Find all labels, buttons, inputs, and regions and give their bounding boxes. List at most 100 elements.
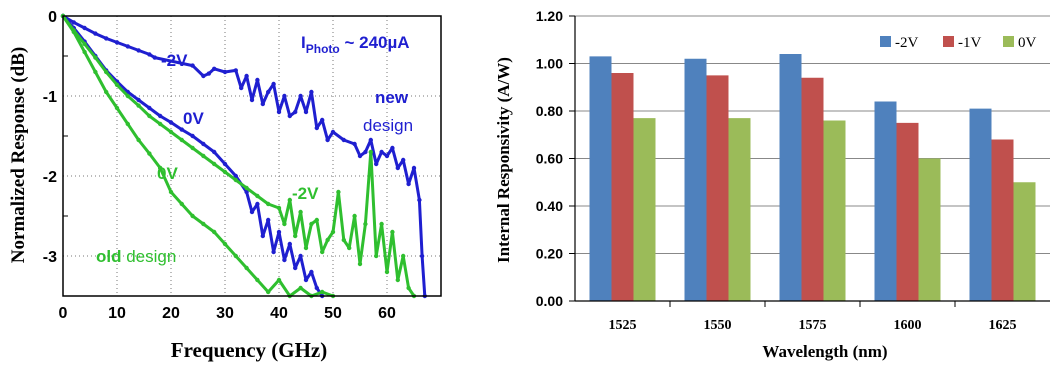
data-point-new_0v (314, 285, 319, 291)
legend: -2V -1V 0V (865, 30, 1053, 54)
legend-label: 0V (1018, 35, 1037, 51)
data-point-new_m2v (239, 85, 244, 91)
iphoto-main: I (301, 33, 306, 52)
series-line-old_m2v (61, 15, 416, 297)
right-axes (569, 15, 1050, 302)
data-point-old_m2v (276, 205, 282, 211)
data-point-new_0v (255, 201, 260, 207)
bar--2V-1600 (874, 101, 897, 301)
left-x-tick-label: 0 (59, 305, 68, 322)
data-point-new_m2v (125, 44, 130, 49)
data-point-old_m2v (125, 93, 130, 99)
data-point-old_0v_fast (82, 49, 87, 55)
data-point-new_m2v (152, 55, 157, 60)
right-x-tick-label: 1550 (704, 318, 732, 333)
right-y-axis-label: Internal Responsivity (A/W) (494, 57, 513, 263)
data-point-new_m2v (363, 149, 368, 155)
data-point-new_0v (136, 97, 141, 103)
data-point-old_m2v (282, 221, 287, 227)
left-x-tick-label: 20 (162, 305, 180, 322)
series-line-old_0v_fast (61, 15, 162, 169)
left-y-axis-label: Normalized Response (dB) (8, 47, 29, 263)
data-point-new_0v (266, 217, 271, 223)
left-x-tick-label: 10 (108, 305, 126, 322)
data-point-old_0v (244, 265, 249, 271)
bar-0V-1575 (823, 120, 846, 301)
data-point-old_m2v (357, 261, 363, 267)
data-point-old_m2v (379, 221, 384, 227)
label-old-0v: 0V (157, 164, 178, 183)
data-point-new_m2v (147, 52, 152, 57)
data-point-new_m2v (325, 137, 330, 143)
data-point-new_m2v (282, 93, 287, 99)
data-point-new_m2v (374, 161, 379, 167)
data-point-old_m2v (179, 137, 184, 143)
data-point-new_m2v (314, 125, 319, 131)
data-point-old_m2v (320, 249, 325, 255)
right-bars (589, 54, 1036, 301)
data-point-old_m2v (352, 213, 357, 219)
bar--2V-1550 (684, 58, 707, 301)
data-point-new_m2v (276, 109, 282, 115)
data-point-new_0v (201, 141, 206, 147)
data-point-old_m2v (82, 41, 87, 47)
right-y-tick-label: 0.00 (536, 293, 563, 309)
data-point-old_m2v (309, 221, 314, 227)
data-point-old_m2v (374, 253, 379, 259)
data-point-old_m2v (293, 233, 298, 239)
data-point-old_0v (222, 241, 228, 247)
data-point-old_0v (168, 189, 174, 195)
frequency-response-chart: 0 10 20 30 40 50 60 0 -1 -2 -3 Frequency (GHz) Nor… (8, 9, 442, 362)
data-point-old_m2v (390, 229, 395, 235)
data-point-new_0v (147, 105, 152, 111)
right-y-tick-label: 1.00 (536, 56, 563, 72)
data-point-new_0v (244, 189, 249, 195)
left-x-tick-label: 40 (270, 305, 288, 322)
data-point-old_m2v (287, 197, 292, 203)
right-y-tick-label: 1.20 (536, 8, 563, 24)
left-y-tick-label: -1 (43, 89, 57, 106)
data-point-new_m2v (401, 157, 406, 163)
label-new-minus2v: -2V (161, 51, 188, 70)
data-point-new_m2v (136, 48, 141, 53)
bar--1V-1600 (896, 122, 919, 301)
data-point-new_0v (168, 120, 174, 125)
data-point-old_0v (266, 289, 271, 295)
old-design-bold: old (96, 247, 122, 266)
bar--2V-1525 (589, 56, 612, 301)
data-point-old_m2v (233, 177, 238, 183)
data-point-old_m2v (363, 221, 368, 227)
data-point-new_m2v (255, 77, 260, 83)
data-point-new_m2v (271, 81, 276, 87)
data-point-new_m2v (201, 73, 206, 79)
legend-label: -1V (958, 35, 981, 51)
data-point-new_m2v (71, 20, 77, 25)
right-x-axis-label: Wavelength (nm) (762, 342, 887, 361)
data-point-new_m2v (104, 36, 109, 41)
data-point-old_0v (233, 253, 238, 259)
right-y-tick-label: 0.80 (536, 103, 563, 119)
left-tick-labels: 0 10 20 30 40 50 60 0 -1 -2 -3 (43, 9, 396, 322)
data-point-new_m2v (93, 31, 98, 36)
right-x-tick-label: 1525 (609, 318, 637, 333)
data-point-old_m2v (266, 201, 271, 207)
data-point-old_m2v (158, 121, 163, 127)
data-point-new_0v (276, 229, 282, 235)
left-x-tick-label: 30 (216, 305, 234, 322)
bar-0V-1600 (918, 158, 941, 301)
data-point-old_0v (320, 289, 325, 295)
data-point-new_m2v (212, 66, 217, 72)
data-point-new_0v (282, 257, 287, 263)
data-point-old_m2v (244, 185, 249, 191)
data-point-new_m2v (390, 145, 395, 151)
data-point-old_0v_fast (104, 89, 109, 95)
data-point-new_m2v (384, 153, 390, 159)
data-point-old_m2v (303, 245, 309, 251)
data-point-old_m2v (384, 269, 390, 275)
bar--1V-1575 (801, 77, 824, 301)
data-point-new_m2v (341, 137, 346, 143)
data-point-new_0v (233, 173, 238, 179)
data-point-new_m2v (190, 63, 195, 68)
legend-label: -2V (895, 35, 918, 51)
